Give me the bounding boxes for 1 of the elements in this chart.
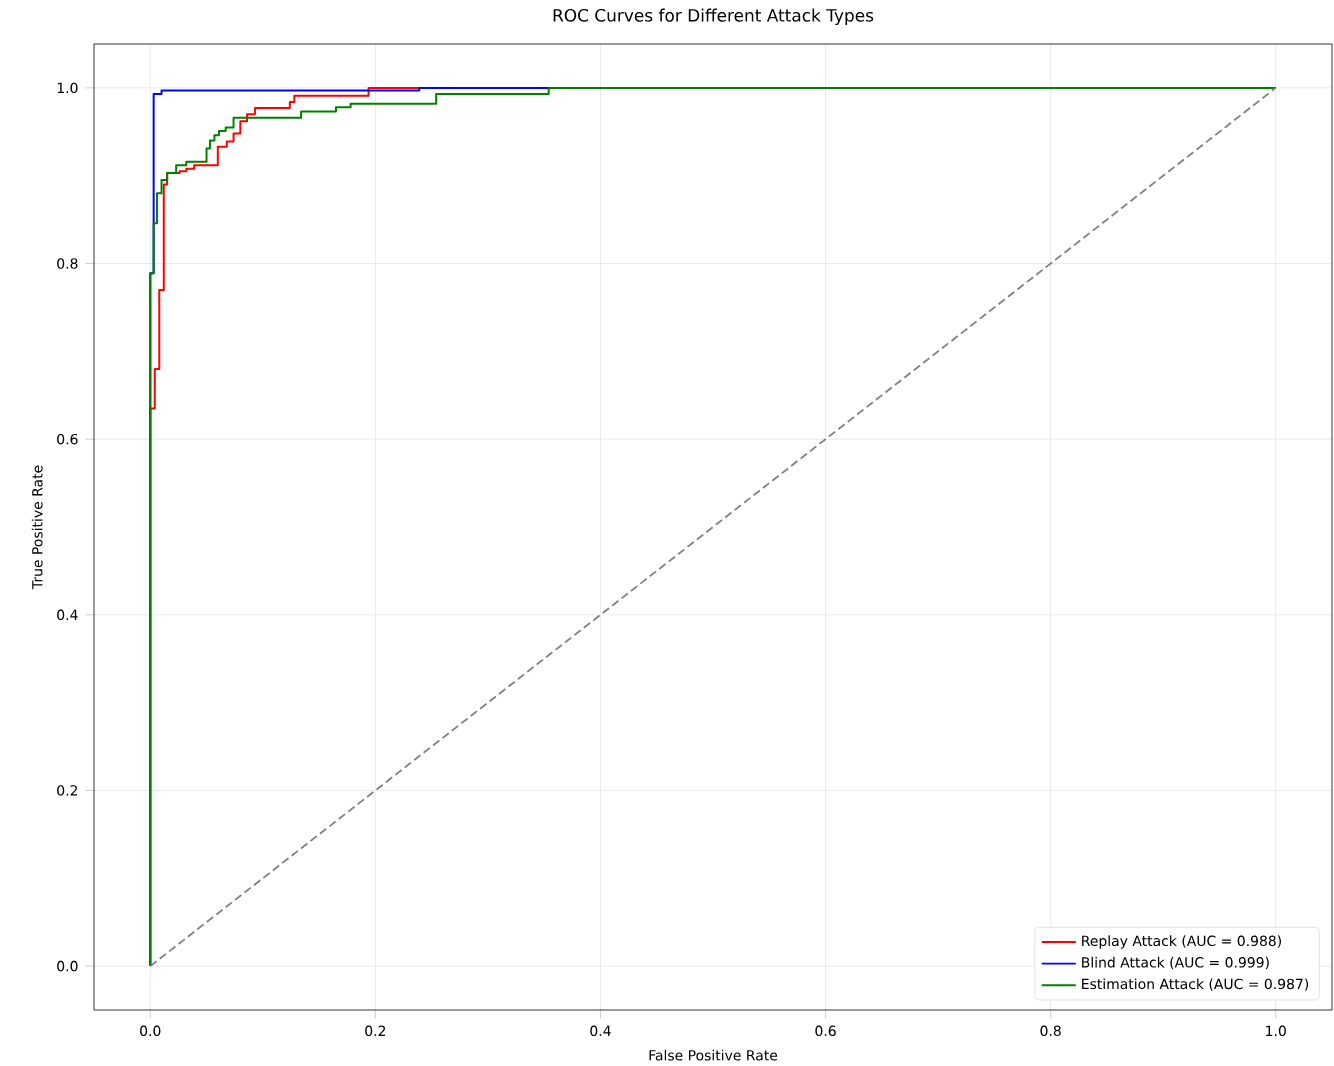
chart-title: ROC Curves for Different Attack Types — [553, 8, 874, 25]
